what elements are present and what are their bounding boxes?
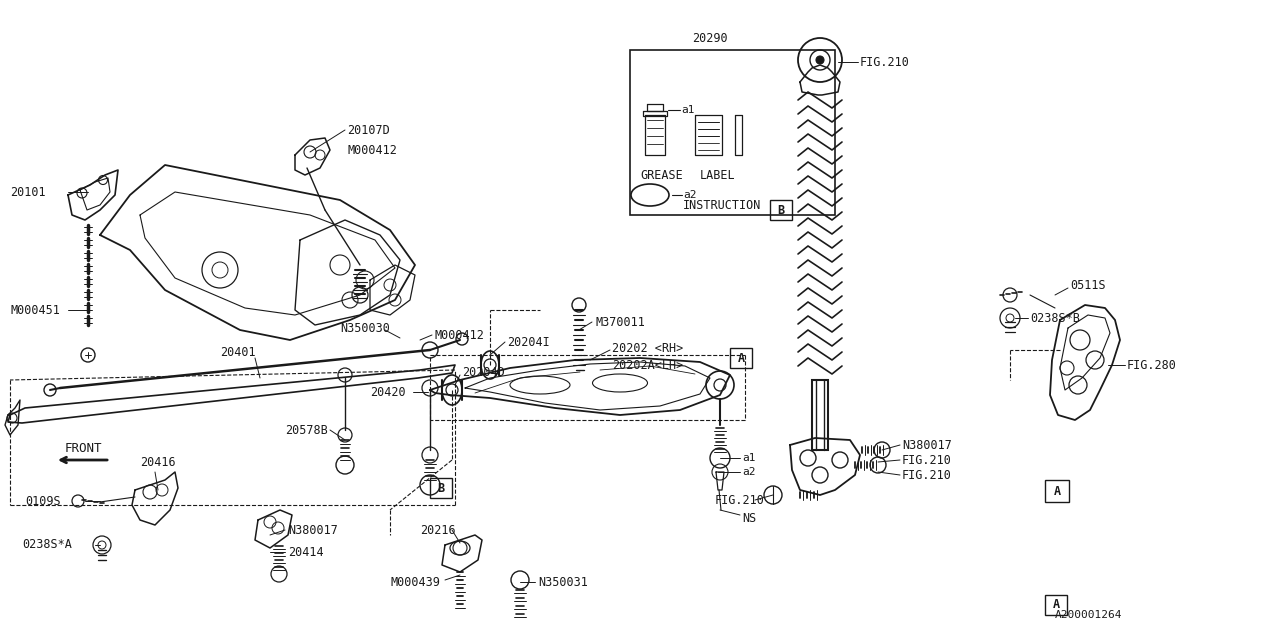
Text: a2: a2: [684, 190, 696, 200]
Text: 20414: 20414: [288, 545, 324, 559]
Bar: [812, 380, 828, 450]
Text: FIG.210: FIG.210: [860, 56, 910, 68]
Text: M370011: M370011: [595, 316, 645, 328]
Text: 0109S: 0109S: [26, 495, 60, 508]
Text: a1: a1: [742, 453, 755, 463]
Text: a1: a1: [681, 105, 695, 115]
Text: INSTRUCTION: INSTRUCTION: [684, 198, 762, 211]
Circle shape: [817, 56, 824, 64]
Text: 20204I: 20204I: [507, 335, 549, 349]
Text: 20416: 20416: [140, 456, 175, 468]
Text: N380017: N380017: [288, 524, 338, 536]
Text: 0511S: 0511S: [1070, 278, 1106, 291]
Text: A: A: [737, 351, 745, 365]
Text: 20290: 20290: [692, 31, 728, 45]
Bar: [771, 200, 792, 220]
Text: M000412: M000412: [434, 328, 484, 342]
Text: A: A: [1052, 598, 1060, 611]
Text: FIG.280: FIG.280: [1126, 358, 1176, 371]
Text: M000451: M000451: [10, 303, 60, 317]
Text: FIG.210: FIG.210: [902, 468, 952, 481]
Text: M000412: M000412: [347, 143, 397, 157]
Text: 20204D: 20204D: [462, 365, 504, 378]
Text: a2: a2: [742, 467, 755, 477]
Text: B: B: [777, 204, 785, 216]
Text: N350031: N350031: [538, 575, 588, 589]
Text: 20101: 20101: [10, 186, 46, 198]
Text: 20401: 20401: [220, 346, 256, 358]
Text: A200001264: A200001264: [1055, 610, 1123, 620]
Text: 0238S*A: 0238S*A: [22, 538, 72, 552]
Text: GREASE: GREASE: [640, 168, 682, 182]
Text: LABEL: LABEL: [700, 168, 736, 182]
Text: FIG.210: FIG.210: [902, 454, 952, 467]
Text: FIG.210: FIG.210: [716, 493, 765, 506]
Bar: [430, 478, 452, 498]
Text: M000439: M000439: [390, 577, 440, 589]
Text: N350030: N350030: [340, 321, 390, 335]
Text: 20420: 20420: [370, 385, 406, 399]
Text: FRONT: FRONT: [65, 442, 102, 454]
Bar: [730, 348, 753, 368]
Text: 20202 <RH>: 20202 <RH>: [612, 342, 684, 355]
Bar: [1044, 480, 1069, 502]
Bar: [1044, 595, 1068, 615]
Text: 0238S*B: 0238S*B: [1030, 312, 1080, 324]
Text: A: A: [1053, 484, 1061, 497]
Text: B: B: [438, 481, 444, 495]
Bar: [630, 50, 835, 215]
Text: NS: NS: [742, 511, 756, 525]
Text: 20578B: 20578B: [285, 424, 328, 436]
Text: 20107D: 20107D: [347, 124, 389, 136]
Text: 20216: 20216: [420, 524, 456, 536]
Text: 20202A<LH>: 20202A<LH>: [612, 358, 684, 371]
Text: N380017: N380017: [902, 438, 952, 451]
